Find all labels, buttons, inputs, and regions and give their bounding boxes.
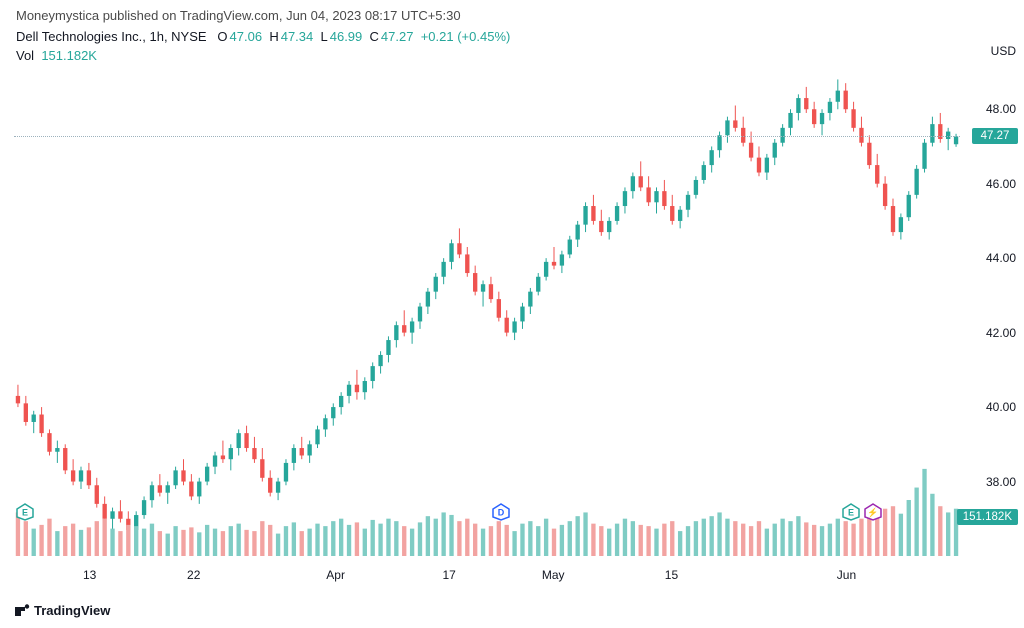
ohlc-l: 46.99 — [330, 29, 363, 44]
ohlc-o-label: O — [217, 29, 227, 44]
svg-text:D: D — [498, 508, 505, 518]
ohlc-c: 47.27 — [381, 29, 414, 44]
svg-text:⚡: ⚡ — [867, 507, 878, 519]
y-axis: 38.0040.0042.0044.0046.0048.0047.27151.1… — [962, 72, 1024, 556]
x-tick: 22 — [187, 568, 200, 582]
event-marker[interactable]: ⚡ — [864, 503, 882, 521]
publisher-name: Moneymystica — [16, 8, 99, 23]
x-tick: Apr — [326, 568, 345, 582]
x-tick: 17 — [442, 568, 455, 582]
tradingview-logo-icon — [14, 602, 30, 618]
y-tick: 38.00 — [966, 475, 1016, 489]
y-tick: 42.00 — [966, 326, 1016, 340]
chart-area[interactable] — [14, 72, 960, 556]
ohlc-h-label: H — [269, 29, 278, 44]
y-tick: 48.00 — [966, 102, 1016, 116]
brand-text: TradingView — [34, 603, 110, 618]
event-marker[interactable]: D — [492, 503, 510, 521]
volume-row: Vol 151.182K — [0, 46, 1024, 65]
last-vol-tag: 151.182K — [957, 509, 1018, 525]
ticker-interval: 1h — [149, 29, 163, 44]
x-tick: 13 — [83, 568, 96, 582]
published-word: published on — [103, 8, 177, 23]
ohlc-c-label: C — [370, 29, 379, 44]
svg-text:E: E — [22, 508, 28, 518]
x-tick: 15 — [665, 568, 678, 582]
y-tick: 44.00 — [966, 251, 1016, 265]
y-tick: 40.00 — [966, 400, 1016, 414]
vol-label: Vol — [16, 48, 34, 63]
ohlc-h: 47.34 — [281, 29, 314, 44]
ohlc-l-label: L — [321, 29, 328, 44]
publish-timestamp: Jun 04, 2023 08:17 UTC+5:30 — [286, 8, 461, 23]
event-marker[interactable]: E — [16, 503, 34, 521]
ticker-exchange: NYSE — [171, 29, 206, 44]
brand-footer: TradingView — [14, 602, 110, 618]
currency-label: USD — [991, 44, 1016, 58]
x-axis: 13 22 Apr 17 May 15 Jun — [14, 564, 960, 588]
svg-text:E: E — [848, 508, 854, 518]
ticker-name: Dell Technologies Inc. — [16, 29, 142, 44]
y-tick: 46.00 — [966, 177, 1016, 191]
ohlc-o: 47.06 — [230, 29, 263, 44]
ticker-row: Dell Technologies Inc., 1h, NYSE O47.06 … — [0, 27, 1024, 46]
ohlc-change: +0.21 — [421, 29, 454, 44]
ohlc-pct: (+0.45%) — [457, 29, 510, 44]
publish-site: TradingView.com — [180, 8, 279, 23]
x-tick: May — [542, 568, 565, 582]
publish-header: Moneymystica published on TradingView.co… — [0, 0, 1024, 27]
event-marker[interactable]: E — [842, 503, 860, 521]
last-price-tag: 47.27 — [972, 128, 1018, 144]
vol-value: 151.182K — [41, 48, 97, 63]
last-price-line — [14, 136, 960, 137]
x-tick: Jun — [837, 568, 856, 582]
